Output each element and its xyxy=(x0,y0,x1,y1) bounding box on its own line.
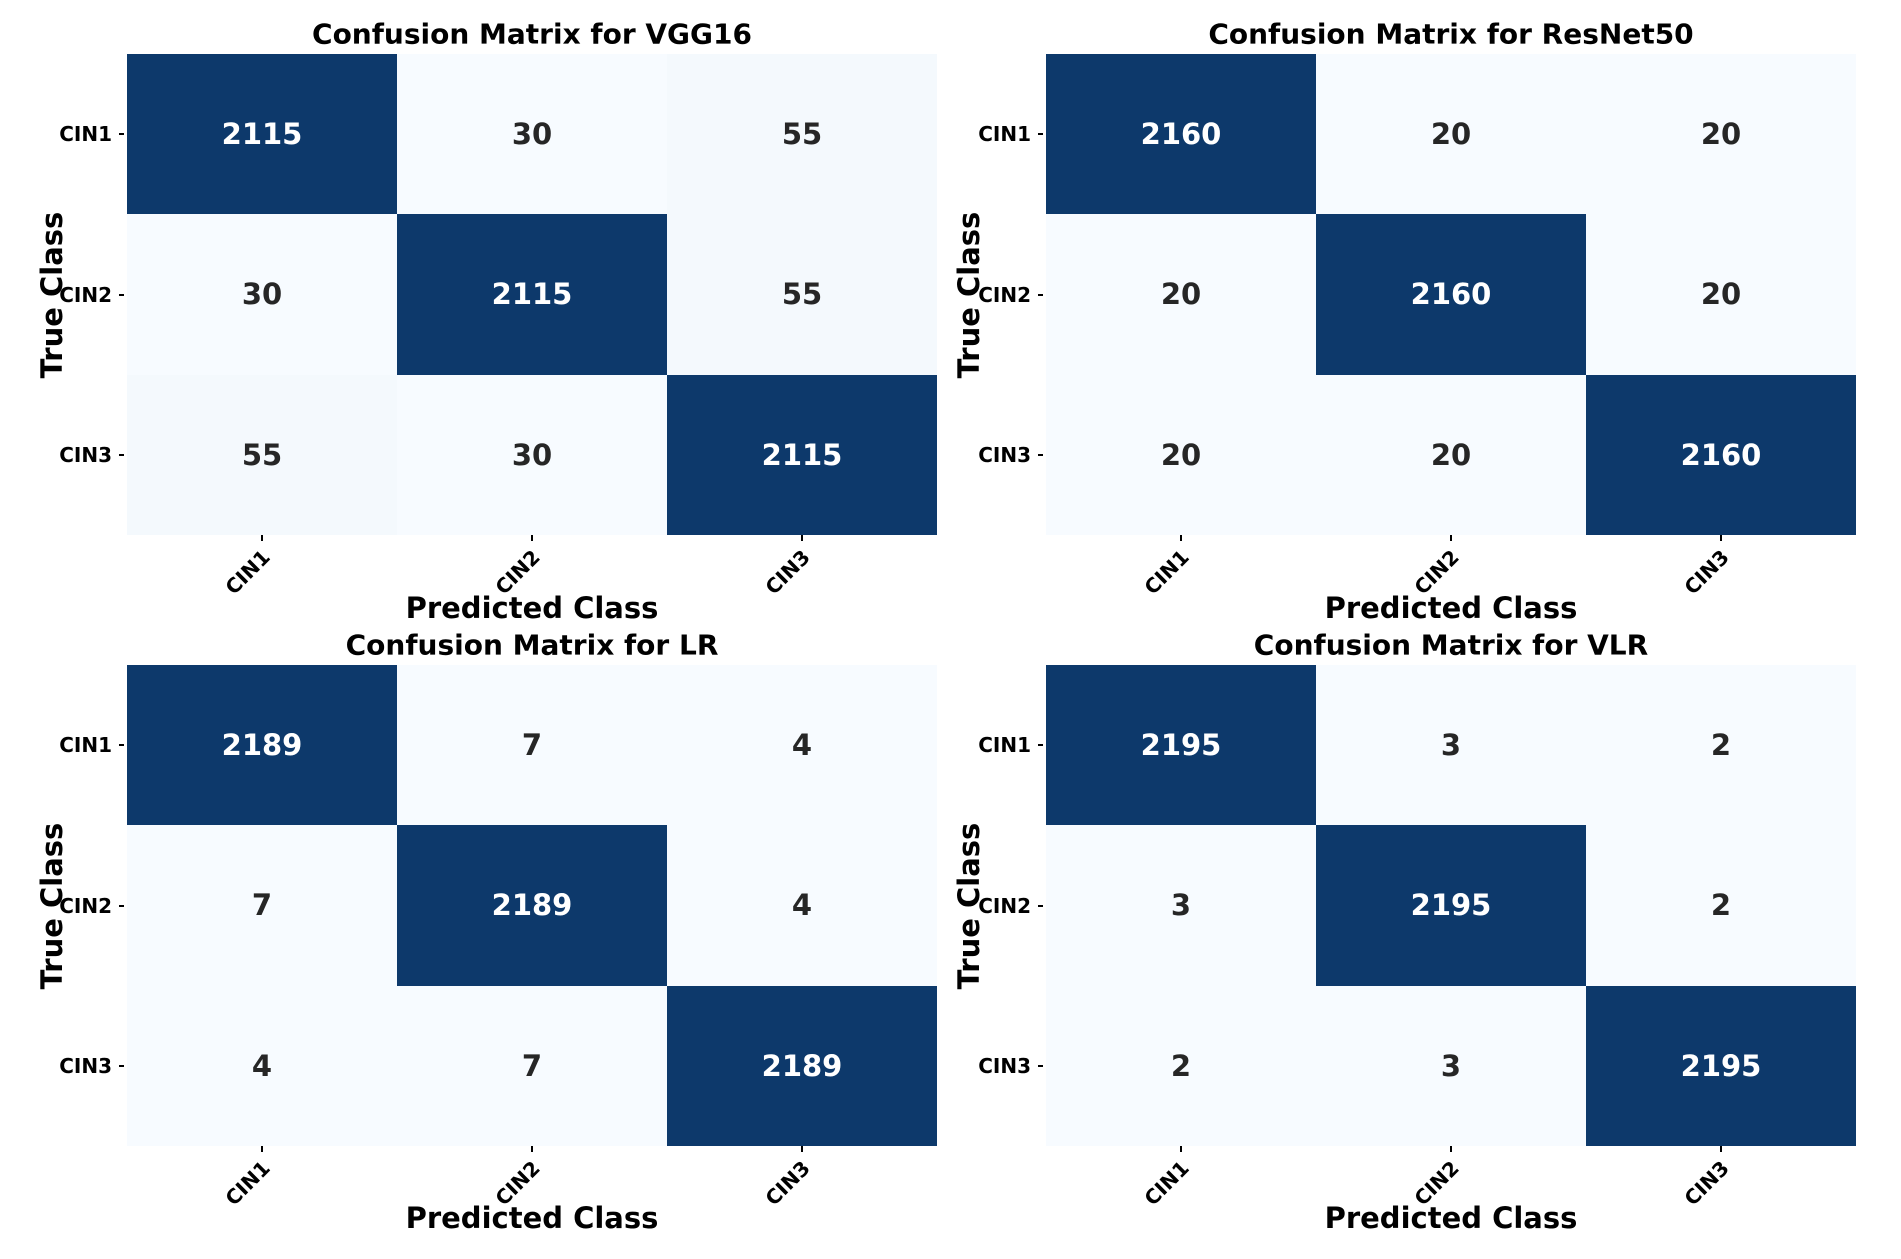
y-tick-label: CIN1 xyxy=(978,122,1031,147)
heatmap-cell: 30 xyxy=(127,214,397,375)
heatmap-cell: 3 xyxy=(1316,985,1586,1146)
heatmap-cell: 7 xyxy=(397,665,667,826)
heatmap-cell: 2 xyxy=(1046,985,1316,1146)
x-tick-mark xyxy=(1720,535,1722,541)
heatmap-cell: 55 xyxy=(127,374,397,535)
panel-title: Confusion Matrix for VGG16 xyxy=(312,17,752,51)
heatmap-cell: 20 xyxy=(1586,214,1856,375)
y-axis-label: True Class xyxy=(35,211,69,378)
y-tick-label: CIN3 xyxy=(59,442,112,467)
heatmap-cell: 4 xyxy=(127,985,397,1146)
x-tick-mark xyxy=(261,535,263,541)
y-tick-mark xyxy=(1038,1064,1043,1067)
heatmap-cell: 3 xyxy=(1316,665,1586,826)
x-tick-label: CIN1 xyxy=(1139,1156,1194,1211)
x-tick-mark xyxy=(531,1146,533,1152)
heatmap-cell: 2 xyxy=(1586,825,1856,986)
heatmap-cell: 3 xyxy=(1046,825,1316,986)
heatmap-cell: 2160 xyxy=(1586,374,1856,535)
x-tick-mark xyxy=(1720,1146,1722,1152)
y-axis-label: True Class xyxy=(35,822,69,989)
heatmap-cell: 20 xyxy=(1586,54,1856,215)
heatmap-cell: 2195 xyxy=(1046,665,1316,826)
y-tick-mark xyxy=(119,293,124,296)
heatmap-cell: 2160 xyxy=(1316,214,1586,375)
x-axis-label: Predicted Class xyxy=(1324,591,1578,625)
y-tick-label: CIN2 xyxy=(59,282,112,307)
heatmap-cell: 2115 xyxy=(127,54,397,215)
y-tick-mark xyxy=(119,904,124,907)
heatmap-cell: 55 xyxy=(667,214,937,375)
y-tick-label: CIN2 xyxy=(59,893,112,918)
heatmap-cell: 30 xyxy=(397,374,667,535)
y-axis-label: True Class xyxy=(952,822,986,989)
heatmap-cell: 2195 xyxy=(1316,825,1586,986)
x-tick-mark xyxy=(1180,1146,1182,1152)
x-tick-mark xyxy=(1450,1146,1452,1152)
y-tick-mark xyxy=(1038,133,1043,136)
y-tick-label: CIN2 xyxy=(978,282,1031,307)
heatmap-cell: 7 xyxy=(397,985,667,1146)
heatmap-cell: 4 xyxy=(667,665,937,826)
x-tick-label: CIN1 xyxy=(220,545,275,600)
heatmap: 2115 30 55 30 2115 55 55 30 2115 xyxy=(127,54,937,535)
y-tick-mark xyxy=(1038,744,1043,747)
heatmap-cell: 4 xyxy=(667,825,937,986)
heatmap-cell: 20 xyxy=(1316,374,1586,535)
panel-title: Confusion Matrix for LR xyxy=(345,628,719,662)
x-tick-label: CIN3 xyxy=(1679,1156,1734,1211)
y-tick-mark xyxy=(1038,453,1043,456)
y-tick-mark xyxy=(1038,904,1043,907)
y-tick-mark xyxy=(119,133,124,136)
y-tick-label: CIN1 xyxy=(59,733,112,758)
x-tick-mark xyxy=(261,1146,263,1152)
heatmap-cell: 2189 xyxy=(127,665,397,826)
y-tick-mark xyxy=(119,453,124,456)
y-tick-mark xyxy=(119,1064,124,1067)
y-tick-label: CIN1 xyxy=(978,733,1031,758)
heatmap-cell: 2195 xyxy=(1586,985,1856,1146)
x-tick-label: CIN1 xyxy=(220,1156,275,1211)
heatmap-cell: 20 xyxy=(1046,214,1316,375)
heatmap-cell: 7 xyxy=(127,825,397,986)
x-tick-label: CIN3 xyxy=(1679,545,1734,600)
x-tick-label: CIN3 xyxy=(760,545,815,600)
heatmap: 2160 20 20 20 2160 20 20 20 2160 xyxy=(1046,54,1856,535)
y-tick-label: CIN3 xyxy=(978,442,1031,467)
y-tick-label: CIN3 xyxy=(59,1053,112,1078)
heatmap-cell: 2189 xyxy=(397,825,667,986)
y-tick-label: CIN3 xyxy=(978,1053,1031,1078)
x-tick-mark xyxy=(1180,535,1182,541)
heatmap-cell: 55 xyxy=(667,54,937,215)
x-axis-label: Predicted Class xyxy=(405,591,659,625)
x-tick-mark xyxy=(531,535,533,541)
heatmap-cell: 2160 xyxy=(1046,54,1316,215)
y-tick-mark xyxy=(119,744,124,747)
heatmap-cell: 30 xyxy=(397,54,667,215)
y-tick-label: CIN2 xyxy=(978,893,1031,918)
heatmap-cell: 2115 xyxy=(667,374,937,535)
panel-title: Confusion Matrix for VLR xyxy=(1253,628,1649,662)
heatmap: 2189 7 4 7 2189 4 4 7 2189 xyxy=(127,665,937,1146)
x-tick-mark xyxy=(1450,535,1452,541)
heatmap: 2195 3 2 3 2195 2 2 3 2195 xyxy=(1046,665,1856,1146)
x-axis-label: Predicted Class xyxy=(405,1201,659,1235)
x-axis-label: Predicted Class xyxy=(1324,1201,1578,1235)
panel-title: Confusion Matrix for ResNet50 xyxy=(1208,17,1694,51)
x-tick-mark xyxy=(801,535,803,541)
y-axis-label: True Class xyxy=(952,211,986,378)
x-tick-label: CIN1 xyxy=(1139,545,1194,600)
y-tick-mark xyxy=(1038,293,1043,296)
x-tick-label: CIN3 xyxy=(760,1156,815,1211)
x-tick-mark xyxy=(801,1146,803,1152)
heatmap-cell: 20 xyxy=(1316,54,1586,215)
y-tick-label: CIN1 xyxy=(59,122,112,147)
heatmap-cell: 2189 xyxy=(667,985,937,1146)
heatmap-cell: 20 xyxy=(1046,374,1316,535)
heatmap-cell: 2115 xyxy=(397,214,667,375)
heatmap-cell: 2 xyxy=(1586,665,1856,826)
